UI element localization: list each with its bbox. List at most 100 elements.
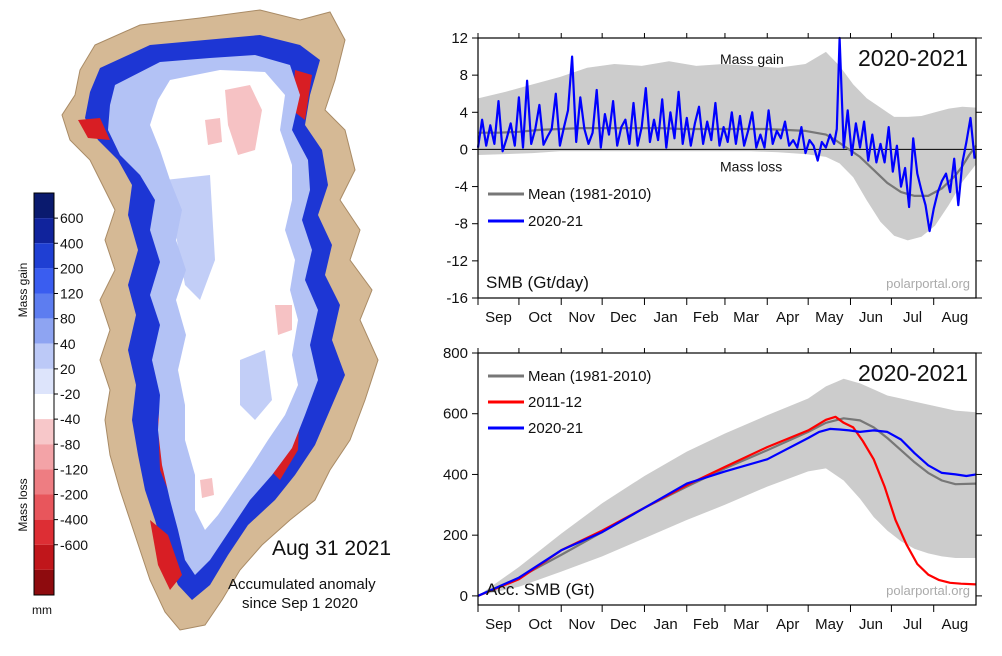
colorbar-swatch [34, 519, 54, 545]
colorbar-swatch [34, 218, 54, 244]
colorbar-label: 400 [60, 235, 84, 251]
colorbar-label: 120 [60, 286, 84, 302]
northwest-margin-loss [78, 118, 110, 140]
watermark: polarportal.org [886, 276, 970, 291]
x-tick-label: Feb [693, 616, 719, 633]
legend-label: 2011-12 [528, 394, 582, 411]
watermark: polarportal.org [886, 583, 970, 598]
colorbar-label: 600 [60, 210, 84, 226]
map-caption-line1: Accumulated anomaly [228, 576, 376, 593]
x-tick-label: Apr [776, 309, 799, 326]
variability-band [478, 51, 976, 241]
x-tick-label: Mar [733, 309, 759, 326]
accumulated-smb-svg: 800 600 400 200 0 Sep Oct Nov Dec Jan Feb Mar Apr May… [443, 345, 982, 633]
daily-smb-chart: 12 8 4 0 -4 -8 -12 -16 Sep Oct Nov Dec Jan Feb Mar Apr M… [420, 0, 1002, 330]
y-tick-label: 12 [451, 30, 468, 47]
y-tick-label: -12 [446, 253, 468, 270]
x-tick-label: Jul [903, 309, 922, 326]
series-line [478, 127, 977, 197]
colorbar-swatch [34, 268, 54, 294]
south-margin-loss [150, 520, 182, 590]
colorbar-swatch [34, 469, 54, 495]
colorbar-label: -80 [60, 436, 80, 452]
colorbar-swatch [34, 343, 54, 369]
north-light-loss [225, 85, 262, 155]
y-tick-label: 4 [460, 104, 468, 121]
greenland-map-panel: 600 400 200 120 80 40 20 -20 -40 -80 -120 -200 -400 -… [0, 0, 430, 651]
colorbar-swatch [34, 569, 54, 595]
x-tick-label: Oct [528, 616, 552, 633]
y-tick-label: -4 [455, 179, 468, 196]
colorbar-swatch [34, 368, 54, 394]
x-tick-label: Feb [693, 309, 719, 326]
map-date: Aug 31 2021 [272, 537, 392, 560]
y-tick-label: 400 [443, 466, 468, 483]
colorbar-label: -20 [60, 386, 80, 402]
x-tick-label: Jun [859, 309, 883, 326]
colorbar-label: -40 [60, 411, 80, 427]
annotation-mass-gain: Mass gain [720, 51, 784, 67]
greenland-anomaly-map: 600 400 200 120 80 40 20 -20 -40 -80 -120 -200 -400 -… [16, 9, 379, 631]
x-tick-label: Aug [942, 616, 969, 633]
plot-frame [477, 37, 977, 299]
y-tick-label: 200 [443, 527, 468, 544]
legend-label: 2020-21 [528, 213, 583, 230]
y-tick-label: 600 [443, 406, 468, 423]
x-tick-label: Apr [776, 616, 799, 633]
colorbar-swatch [34, 444, 54, 470]
x-tick-label: Oct [528, 309, 552, 326]
chart-ylabel: Acc. SMB (Gt) [486, 580, 595, 599]
x-tick-label: Sep [485, 616, 512, 633]
colorbar-label: 200 [60, 260, 84, 276]
series-line [477, 427, 977, 597]
x-tick-label: Dec [610, 309, 637, 326]
colorbar-label: 20 [60, 361, 76, 377]
colorbar-swatch [34, 544, 54, 570]
x-tick-label: Aug [942, 309, 969, 326]
colorbar-swatch [34, 419, 54, 445]
south-light-loss [200, 478, 214, 498]
legend-label: 2020-21 [528, 420, 583, 437]
y-tick-label: -8 [455, 216, 468, 233]
chart-ylabel: SMB (Gt/day) [486, 273, 589, 292]
colorbar-label: -400 [60, 512, 88, 528]
x-tick-label: Sep [485, 309, 512, 326]
colorbar-label: -120 [60, 461, 88, 477]
colorbar-swatch [34, 243, 54, 269]
accumulated-smb-chart: 800 600 400 200 0 Sep Oct Nov Dec Jan Feb Mar Apr May… [420, 335, 1002, 651]
y-tick-label: 0 [460, 588, 468, 605]
legend-label: Mean (1981-2010) [528, 368, 651, 385]
x-tick-label: Jan [654, 616, 678, 633]
colorbar-label: 40 [60, 336, 76, 352]
colorbar-label: 80 [60, 311, 76, 327]
plot-frame [477, 352, 977, 606]
x-tick-label: May [815, 309, 844, 326]
x-tick-label: Dec [610, 616, 637, 633]
y-tick-label: 0 [460, 141, 468, 158]
series-line [476, 36, 976, 233]
colorbar-label: -200 [60, 487, 88, 503]
x-tick-label: Jun [859, 616, 883, 633]
y-tick-label: 8 [460, 67, 468, 84]
x-tick-label: Jul [903, 616, 922, 633]
y-tick-label: 800 [443, 345, 468, 362]
colorbar-label: -600 [60, 537, 88, 553]
variability-band [478, 378, 976, 596]
x-tick-label: Jan [654, 309, 678, 326]
chart-title: 2020-2021 [858, 45, 968, 71]
x-tick-label: Mar [733, 616, 759, 633]
colorbar-swatch [34, 494, 54, 520]
colorbar-swatch [34, 293, 54, 319]
west-light-gain-streak [165, 175, 215, 300]
colorbar-swatch [34, 318, 54, 344]
colorbar-swatch [34, 394, 54, 420]
x-tick-label: May [815, 616, 844, 633]
north-light-loss-2 [205, 118, 222, 145]
colorbar-unit: mm [32, 603, 52, 617]
map-caption-line2: since Sep 1 2020 [242, 595, 358, 612]
annotation-mass-loss: Mass loss [720, 158, 782, 174]
colorbar-swatch [34, 193, 54, 219]
colorbar-gain-label: Mass gain [16, 263, 30, 318]
chart-title: 2020-2021 [858, 360, 968, 386]
east-light-loss [275, 305, 292, 335]
